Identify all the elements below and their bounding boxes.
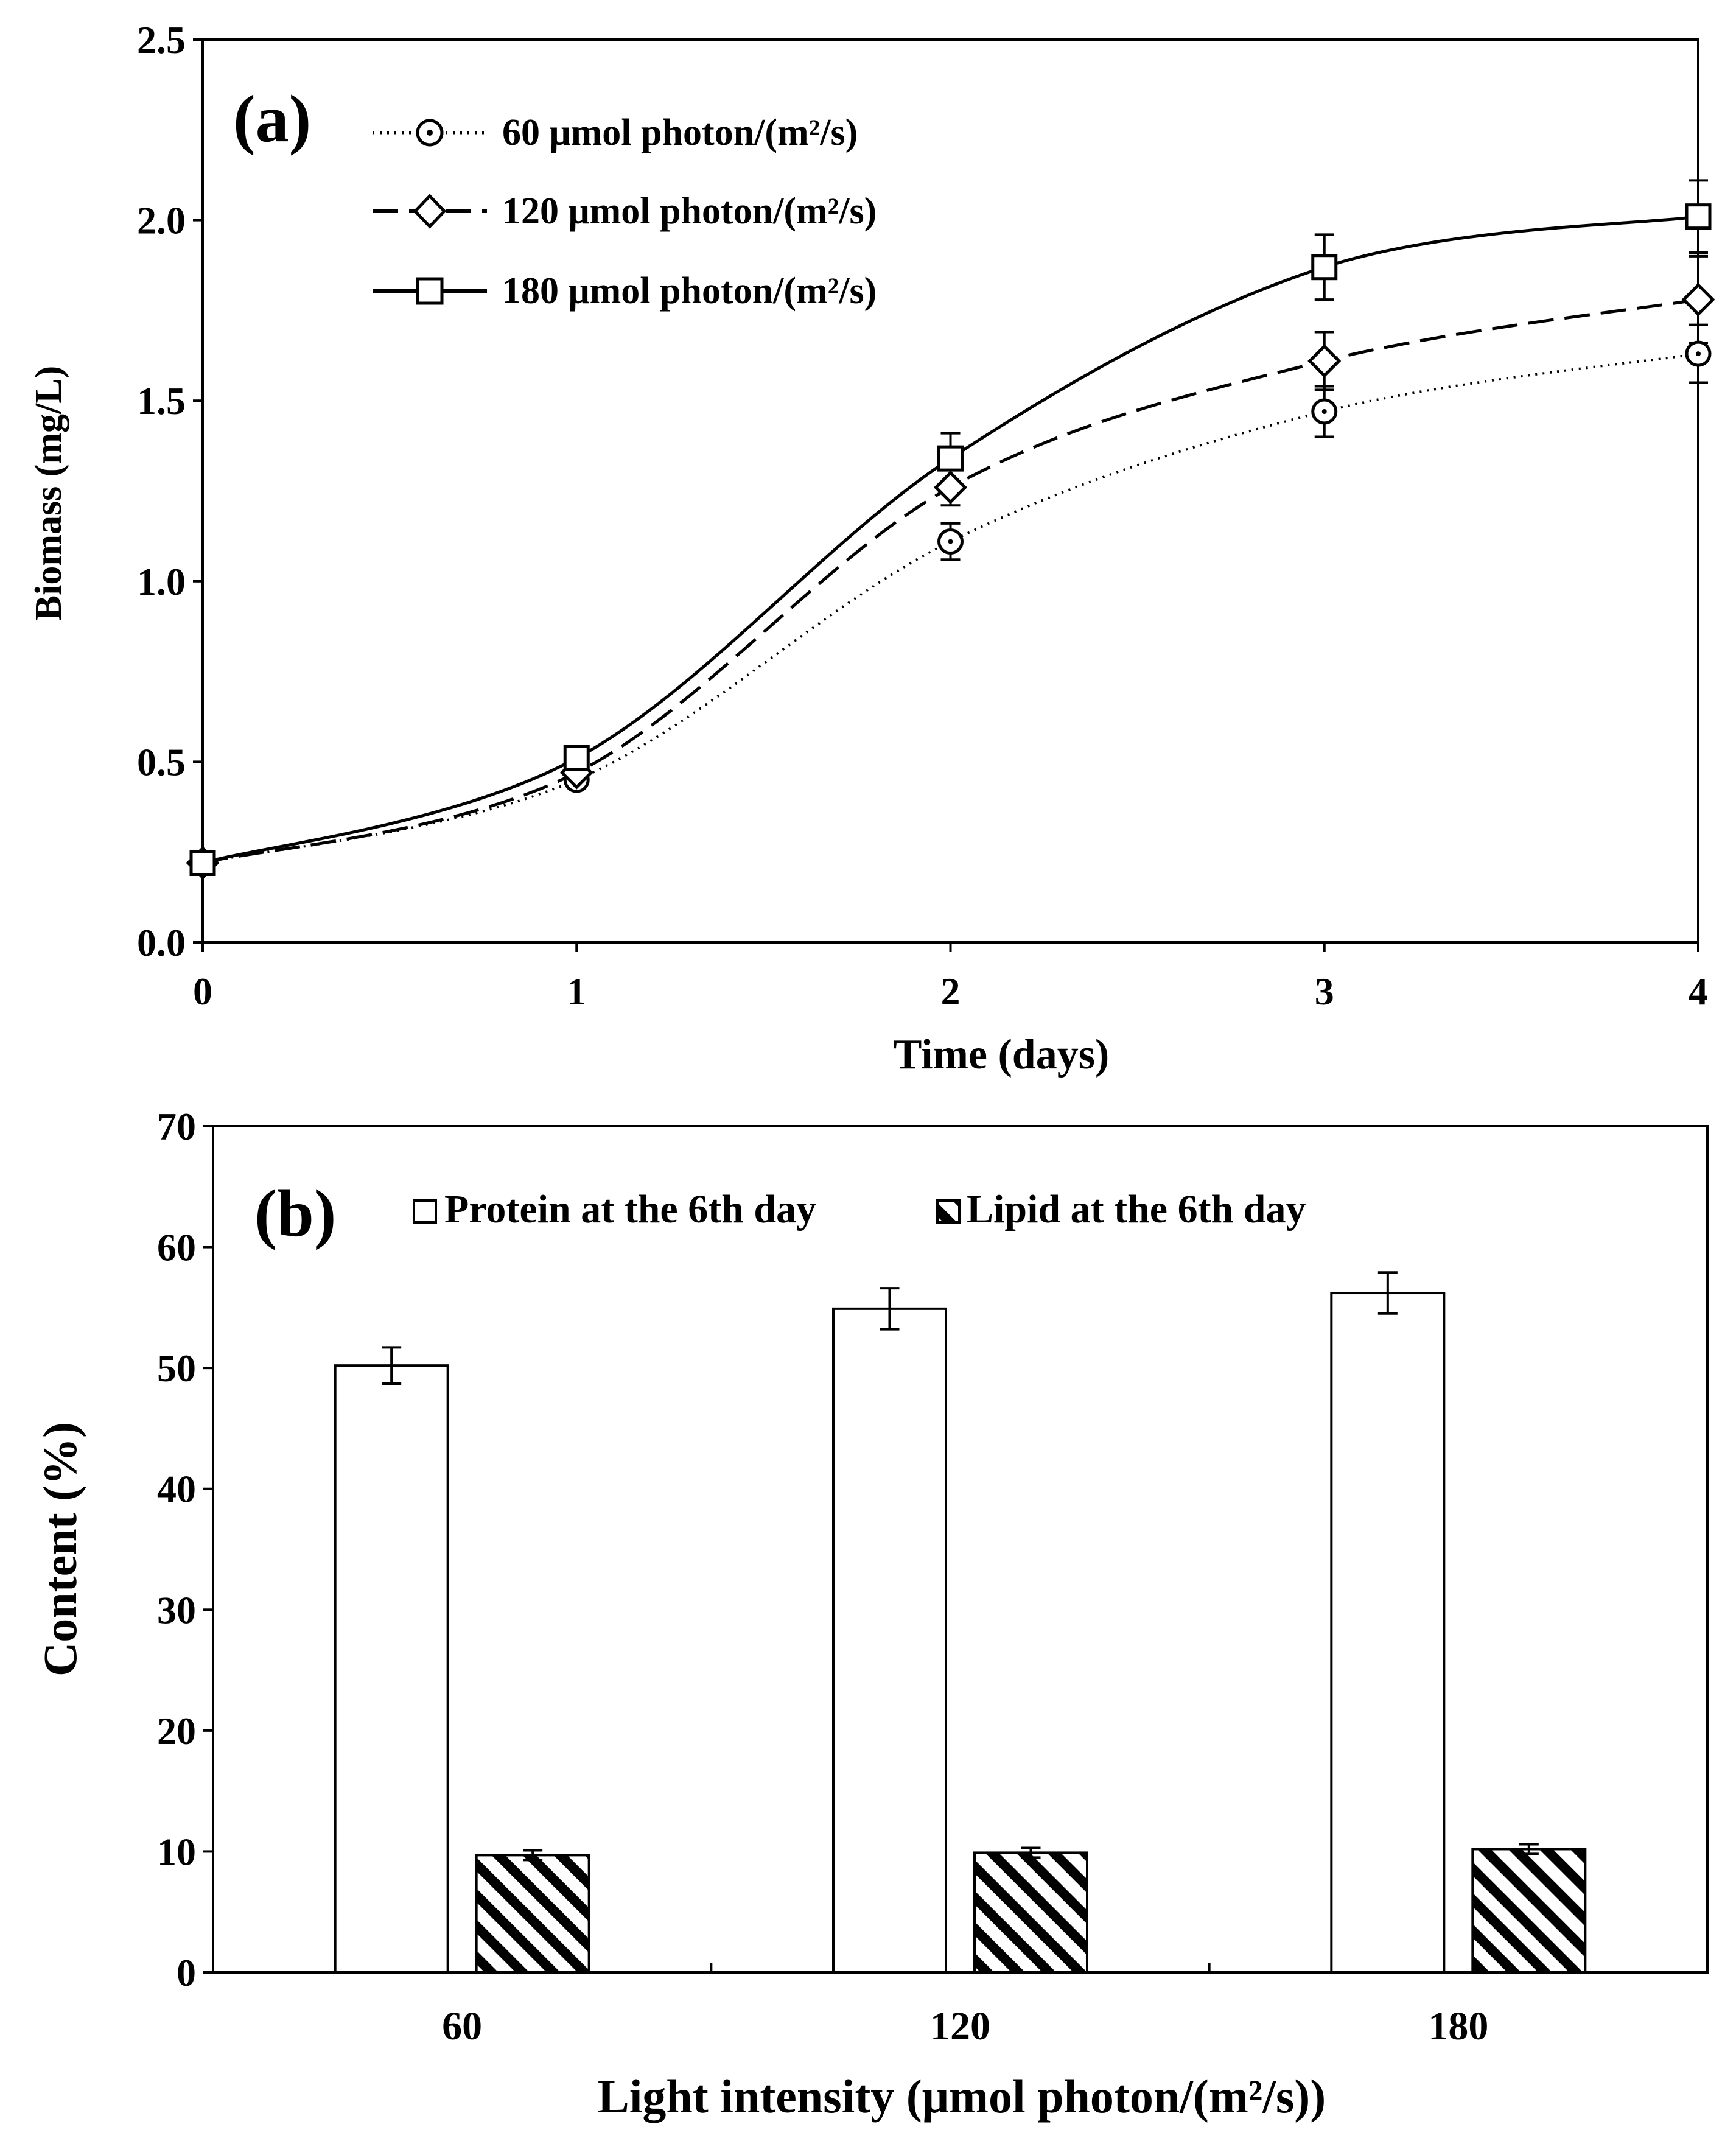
y-axis-a: 0.0 0.5 1.0 1.5 2.0 2.5	[137, 18, 203, 964]
data-point-square	[1311, 254, 1338, 281]
data-point-square	[1685, 203, 1712, 230]
y-tick-label-b: 60	[157, 1226, 196, 1269]
y-tick-label-a: 2.0	[137, 199, 186, 242]
bar-protein	[832, 1307, 947, 1974]
data-point-diamond	[1307, 344, 1342, 378]
x-axis-title-a: Time (days)	[894, 1031, 1110, 1078]
y-tick-label-b: 40	[157, 1468, 196, 1511]
data-point-circle-center	[1321, 408, 1327, 414]
panel-b: 0 10 20 30 40 50 60 70 60 120 180 (b) Protein at …	[33, 1105, 1709, 2123]
y-tick-label-b: 0	[177, 1951, 196, 1994]
series-line-circle	[202, 352, 1699, 864]
legend-item-180: 180 μmol photon/(m²/s)	[373, 270, 877, 312]
y-tick-label-b: 10	[157, 1830, 196, 1873]
data-point-diamond	[1681, 282, 1715, 317]
legend-item-lipid: Lipid at the 6th day	[936, 1187, 1306, 1232]
bar-protein	[1330, 1292, 1446, 1974]
bar-lipid	[973, 1851, 1088, 1974]
x-tick-label-a: 2	[941, 970, 961, 1013]
panel-label-a: (a)	[233, 82, 311, 156]
data-point-square	[937, 445, 964, 472]
panel-a: 0.0 0.5 1.0 1.5 2.0 2.5 0 1 2 3 4 (a) 60 μmol pho…	[28, 18, 1715, 1078]
legend-label-60: 60 μmol photon/(m²/s)	[502, 112, 858, 153]
data-point-circle-center	[1696, 351, 1701, 357]
y-tick-label-b: 20	[157, 1709, 196, 1753]
data-point-circle-center	[948, 539, 953, 544]
y-axis-b: 0 10 20 30 40 50 60 70	[157, 1105, 213, 1994]
y-tick-label-b: 70	[157, 1105, 196, 1148]
y-tick-label-a: 0.0	[137, 921, 186, 964]
x-tick-label-a: 3	[1315, 970, 1334, 1013]
y-tick-label-b: 30	[157, 1588, 196, 1631]
legend-a: 60 μmol photon/(m²/s) 120 μmol photon/(m…	[373, 112, 877, 312]
x-tick-label-a: 1	[567, 970, 586, 1013]
markers-a	[186, 203, 1715, 880]
bars-b	[334, 1271, 1587, 1974]
bar-protein	[334, 1364, 449, 1974]
x-tick-label-b: 120	[930, 2004, 990, 2048]
x-tick-label-a: 4	[1689, 970, 1708, 1013]
x-axis-title-b: Light intensity (μmol photon/(m²/s))	[598, 2070, 1326, 2123]
data-point-diamond	[933, 471, 968, 505]
y-tick-label-b: 50	[157, 1347, 196, 1390]
y-tick-label-a: 1.0	[137, 560, 186, 603]
x-axis-b: 60 120 180	[442, 1963, 1488, 2048]
data-point-square	[189, 849, 216, 876]
y-axis-title-b: Content (%)	[33, 1422, 86, 1677]
legend-item-protein: Protein at the 6th day	[413, 1187, 816, 1232]
y-tick-label-a: 2.5	[137, 18, 186, 61]
y-axis-title-a: Biomass (mg/L)	[28, 366, 69, 621]
legend-label-protein: Protein at the 6th day	[444, 1187, 816, 1232]
y-tick-label-a: 1.5	[137, 379, 186, 422]
series-line-diamond	[202, 298, 1699, 864]
legend-label-lipid: Lipid at the 6th day	[967, 1187, 1306, 1232]
x-tick-label-b: 180	[1428, 2004, 1488, 2048]
legend-b: Protein at the 6th day Lipid at the 6th …	[413, 1187, 1306, 1232]
y-tick-label-a: 0.5	[137, 740, 186, 783]
bar-lipid	[1471, 1848, 1587, 1974]
x-axis-a: 0 1 2 3 4	[193, 942, 1708, 1013]
panel-label-b: (b)	[254, 1176, 336, 1250]
legend-item-120: 120 μmol photon/(m²/s)	[373, 191, 877, 232]
bar-lipid	[475, 1854, 590, 1974]
legend-item-60: 60 μmol photon/(m²/s)	[373, 112, 858, 153]
data-point-square	[563, 745, 590, 771]
legend-label-180: 180 μmol photon/(m²/s)	[502, 270, 877, 312]
x-tick-label-b: 60	[442, 2004, 482, 2048]
x-tick-label-a: 0	[193, 970, 212, 1013]
plot-frame-b	[212, 1125, 1709, 1974]
legend-label-120: 120 μmol photon/(m²/s)	[502, 191, 877, 232]
